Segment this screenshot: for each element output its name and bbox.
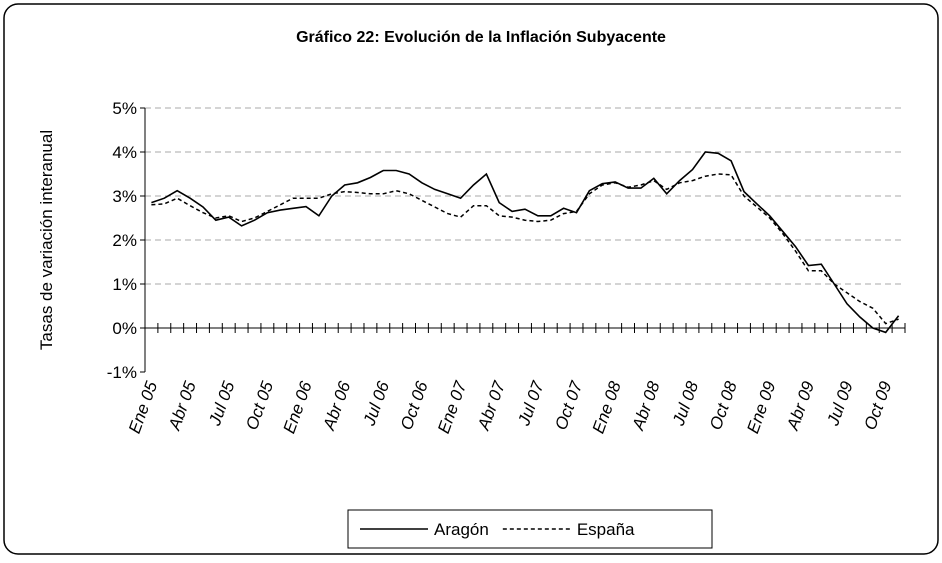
y-tick-label: 3%	[112, 187, 137, 206]
chart-title: Gráfico 22: Evolución de la Inflación Su…	[296, 29, 666, 46]
legend-label: Aragón	[434, 520, 489, 539]
series-line	[151, 151, 900, 334]
y-axis-label: Tasas de variación interanual	[37, 130, 56, 350]
series-line	[151, 173, 899, 325]
y-tick-label: 2%	[112, 231, 137, 250]
y-tick-label: -1%	[107, 363, 137, 382]
chart-border	[3, 3, 939, 555]
y-tick-label: 5%	[112, 99, 137, 118]
y-tick-label: 0%	[112, 319, 137, 338]
y-tick-label: 1%	[112, 275, 137, 294]
legend-label: España	[577, 520, 635, 539]
y-tick-label: 4%	[112, 143, 137, 162]
